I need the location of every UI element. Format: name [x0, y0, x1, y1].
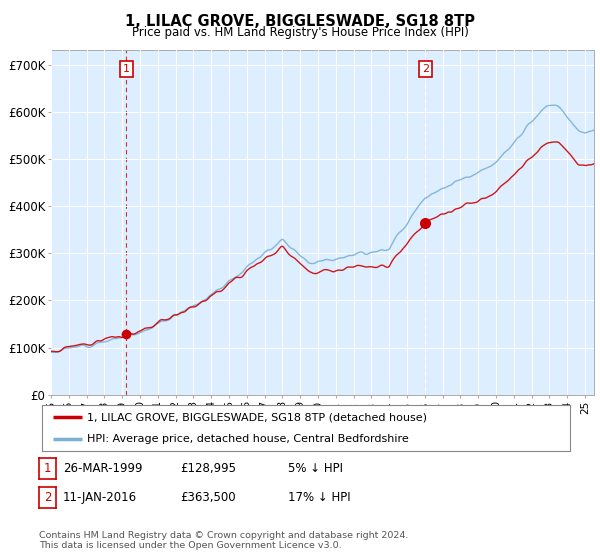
Text: 2: 2: [44, 491, 51, 505]
Text: 1, LILAC GROVE, BIGGLESWADE, SG18 8TP (detached house): 1, LILAC GROVE, BIGGLESWADE, SG18 8TP (d…: [87, 412, 427, 422]
Text: 17% ↓ HPI: 17% ↓ HPI: [288, 491, 350, 505]
Text: Price paid vs. HM Land Registry's House Price Index (HPI): Price paid vs. HM Land Registry's House …: [131, 26, 469, 39]
Text: 1: 1: [44, 461, 51, 475]
Text: 26-MAR-1999: 26-MAR-1999: [63, 461, 143, 475]
Text: 1, LILAC GROVE, BIGGLESWADE, SG18 8TP: 1, LILAC GROVE, BIGGLESWADE, SG18 8TP: [125, 14, 475, 29]
Text: 1: 1: [123, 64, 130, 74]
Text: 2: 2: [422, 64, 429, 74]
Text: £128,995: £128,995: [180, 461, 236, 475]
Text: 5% ↓ HPI: 5% ↓ HPI: [288, 461, 343, 475]
Text: Contains HM Land Registry data © Crown copyright and database right 2024.
This d: Contains HM Land Registry data © Crown c…: [39, 530, 409, 550]
Text: £363,500: £363,500: [180, 491, 236, 505]
Text: 11-JAN-2016: 11-JAN-2016: [63, 491, 137, 505]
Text: HPI: Average price, detached house, Central Bedfordshire: HPI: Average price, detached house, Cent…: [87, 435, 409, 444]
